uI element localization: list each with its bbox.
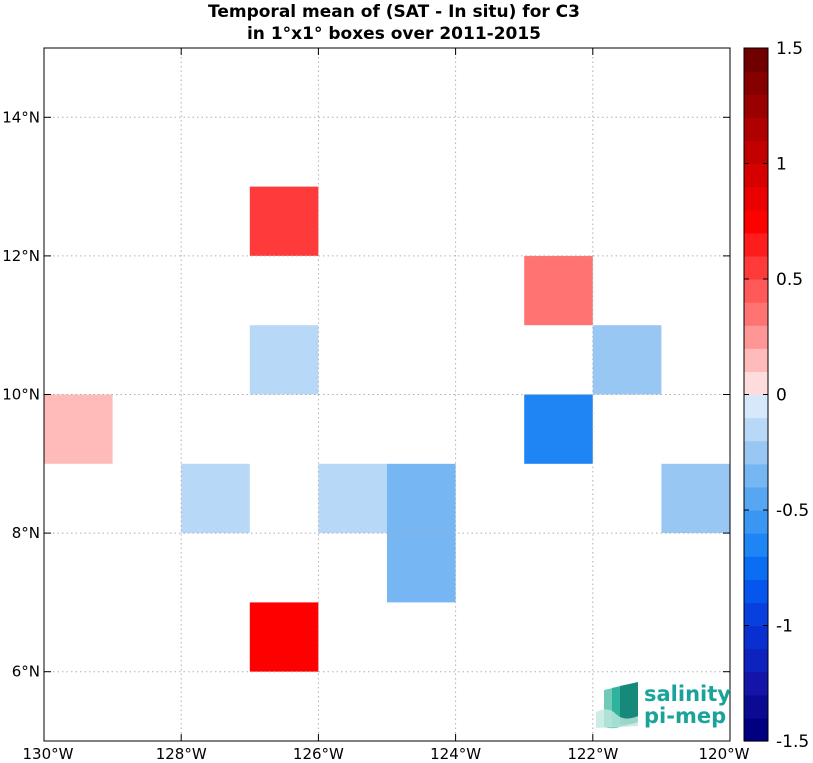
x-tick-label: 130°W xyxy=(23,745,74,763)
colorbar-segment xyxy=(744,232,768,257)
colorbar-segment xyxy=(744,71,768,95)
y-tick-label: 6°N xyxy=(12,663,40,681)
x-tick-label: 128°W xyxy=(156,745,207,763)
colorbar-segment xyxy=(744,694,768,719)
heatmap-cell xyxy=(44,394,113,464)
colorbar-segment xyxy=(744,417,768,442)
heatmap-cell xyxy=(661,463,730,534)
y-tick-label: 8°N xyxy=(12,524,40,542)
colorbar-segment xyxy=(744,486,768,511)
colorbar-segment xyxy=(744,440,768,465)
colorbar-segment xyxy=(744,279,768,303)
colorbar-segment xyxy=(744,510,768,534)
colorbar-segment xyxy=(744,255,768,280)
heatmap-cell xyxy=(181,463,250,534)
logo-text-line-2: pi-mep xyxy=(644,704,726,728)
heatmap-cell xyxy=(249,186,319,256)
colorbar-segment xyxy=(744,556,768,580)
colorbar-segment xyxy=(744,533,768,557)
x-tick-label: 126°W xyxy=(293,745,344,763)
chart-title-line-1: Temporal mean of (SAT - In situ) for C3 xyxy=(208,2,580,22)
logo-text-line-1: salinity xyxy=(644,682,731,706)
x-tick-label: 120°W xyxy=(699,745,750,763)
colorbar-segment xyxy=(744,163,768,188)
y-axis: 6°N 8°N 10°N 12°N 14°N xyxy=(2,108,730,681)
x-tick-label: 124°W xyxy=(430,745,481,763)
heatmap-cell xyxy=(524,394,593,464)
logo-mark-icon xyxy=(596,682,638,729)
colorbar-segment xyxy=(744,648,768,673)
colorbar-segment xyxy=(744,671,768,696)
heatmap-cell xyxy=(387,463,456,603)
heatmap-cells xyxy=(44,186,730,672)
colorbar-segment xyxy=(744,602,768,627)
x-axis: 130°W 128°W 126°W 124°W 122°W 120°W xyxy=(23,48,750,763)
heatmap-cell xyxy=(592,325,662,395)
y-tick-label: 10°N xyxy=(2,386,40,404)
heatmap-cell xyxy=(318,463,387,534)
colorbar-tick-label: 1 xyxy=(776,155,787,175)
colorbar-tick-label: 0.5 xyxy=(776,270,803,290)
colorbar-segment xyxy=(744,302,768,326)
colorbar-tick-label: 0 xyxy=(776,386,787,406)
heatmap-cell xyxy=(249,325,319,395)
colorbar-segment xyxy=(744,463,768,488)
colorbar-segment xyxy=(744,117,768,141)
heatmap-cell xyxy=(524,255,593,326)
colorbar-segment xyxy=(744,140,768,165)
colorbar-segment xyxy=(744,186,768,211)
colorbar-segment xyxy=(744,371,768,396)
colorbar-segment xyxy=(744,94,768,118)
colorbar-segment xyxy=(744,209,768,234)
colorbar-segment xyxy=(744,348,768,372)
x-tick-label: 122°W xyxy=(567,745,618,763)
grid-lines xyxy=(44,48,730,741)
colorbar-tick-label: 1.5 xyxy=(776,39,803,59)
y-tick-label: 12°N xyxy=(2,247,40,265)
colorbar: 1.5 1 0.5 0 -0.5 -1 -1.5 xyxy=(743,39,809,752)
chart-title-line-2: in 1°x1° boxes over 2011-2015 xyxy=(247,24,541,44)
colorbar-segment xyxy=(744,325,768,349)
colorbar-tick-label: -0.5 xyxy=(776,501,809,521)
colorbar-segment xyxy=(744,48,768,72)
colorbar-segment xyxy=(744,394,768,419)
heatmap-cell xyxy=(249,602,319,672)
salinity-pi-mep-logo: salinity pi-mep xyxy=(596,682,731,729)
colorbar-segment xyxy=(744,625,768,650)
colorbar-tick-label: -1.5 xyxy=(776,732,809,752)
colorbar-segment xyxy=(744,579,768,603)
colorbar-tick-label: -1 xyxy=(776,617,793,637)
y-tick-label: 14°N xyxy=(2,108,40,126)
colorbar-segment xyxy=(744,717,768,742)
